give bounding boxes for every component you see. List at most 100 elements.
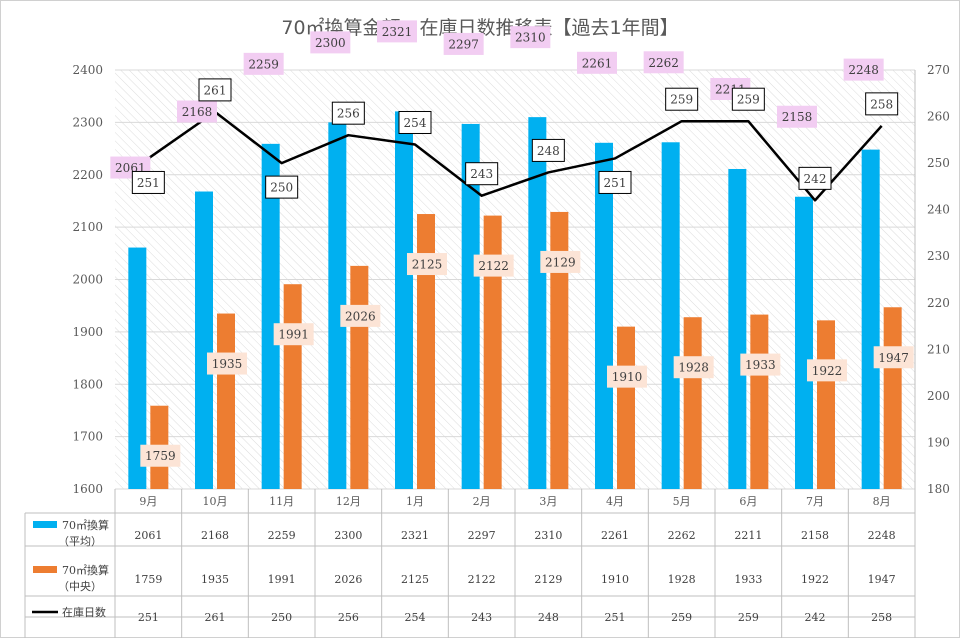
svg-text:256: 256 [337, 107, 360, 121]
table-avg-5: 2297 [468, 529, 496, 542]
y2-tick-label-250: 250 [927, 156, 950, 170]
table-days-2: 250 [271, 611, 292, 624]
bar-avg-5 [461, 123, 480, 489]
table-median-6: 2129 [534, 573, 562, 586]
data-label-days-11: 258 [865, 92, 899, 116]
bar-median-5 [483, 215, 502, 490]
svg-text:2300: 2300 [315, 36, 346, 50]
table-days-6: 248 [538, 611, 559, 624]
svg-text:1922: 1922 [812, 364, 843, 378]
svg-text:1933: 1933 [745, 358, 776, 372]
y-tick-label-2100: 2100 [72, 220, 103, 234]
table-median-4: 2125 [401, 573, 429, 586]
table-median-2: 1991 [268, 573, 296, 586]
svg-text:250: 250 [270, 181, 293, 195]
table-days-3: 256 [338, 611, 359, 624]
svg-text:254: 254 [404, 116, 427, 130]
svg-text:259: 259 [670, 93, 693, 107]
data-label-avg-11: 2248 [843, 58, 884, 81]
table-median-10: 1922 [801, 573, 829, 586]
bar-avg-9 [728, 168, 747, 489]
bar-median-11 [883, 307, 902, 489]
svg-text:2026: 2026 [345, 309, 376, 323]
data-label-days-4: 254 [398, 110, 432, 134]
y2-tick-label-220: 220 [927, 296, 950, 310]
y-tick-label-2000: 2000 [72, 273, 103, 287]
svg-text:1947: 1947 [878, 351, 909, 365]
data-label-avg-1: 2168 [177, 100, 217, 123]
legend-label-days: 在庫日数 [62, 605, 106, 619]
y2-tick-label-240: 240 [927, 203, 950, 217]
svg-text:2259: 2259 [248, 57, 279, 71]
data-label-avg-7: 2261 [577, 51, 617, 74]
table-avg-3: 2300 [334, 529, 362, 542]
data-label-avg-2: 2259 [243, 52, 284, 75]
y2-tick-label-230: 230 [927, 249, 950, 263]
x-tick-label-9: 6月 [739, 495, 757, 508]
data-label-avg-5: 2297 [443, 32, 484, 55]
bar-median-3 [350, 265, 369, 489]
x-tick-label-5: 2月 [473, 495, 491, 508]
svg-text:1910: 1910 [612, 370, 643, 384]
data-label-days-2: 250 [265, 175, 299, 199]
data-label-avg-4: 2321 [377, 20, 417, 43]
data-label-median-10: 1922 [807, 359, 847, 382]
data-label-avg-3: 2300 [310, 31, 351, 54]
line-stock-days [147, 110, 883, 202]
data-label-median-3: 2026 [340, 304, 381, 327]
data-label-avg-6: 2310 [510, 26, 551, 49]
svg-text:248: 248 [537, 144, 560, 158]
table-median-8: 1928 [668, 573, 696, 586]
x-tick-label-6: 3月 [539, 495, 557, 508]
y-tick-label-2300: 2300 [72, 115, 103, 129]
x-tick-label-1: 10月 [203, 495, 228, 508]
y2-tick-label-210: 210 [927, 342, 950, 356]
y-tick-label-2200: 2200 [72, 168, 103, 182]
table-avg-4: 2321 [401, 529, 429, 542]
legend-sub-avg: （平均） [58, 535, 102, 548]
x-tick-label-11: 8月 [873, 495, 891, 508]
table-days-11: 258 [871, 611, 892, 624]
table-days-5: 243 [471, 611, 492, 624]
data-label-median-7: 1910 [607, 365, 647, 388]
table-median-1: 1935 [201, 573, 229, 586]
data-label-days-7: 251 [598, 170, 632, 194]
data-label-days-0: 251 [131, 170, 165, 194]
table-median-0: 1759 [134, 573, 162, 586]
legend-label-avg: 70㎡換算 [62, 518, 109, 532]
table-avg-8: 2262 [668, 529, 696, 542]
y-tick-label-2400: 2400 [72, 63, 103, 77]
table-days-10: 242 [805, 611, 826, 624]
svg-text:2158: 2158 [782, 110, 813, 124]
y2-tick-label-180: 180 [927, 482, 950, 496]
data-label-days-9: 259 [731, 87, 765, 111]
data-label-days-8: 259 [665, 87, 699, 111]
x-tick-label-0: 9月 [139, 495, 157, 508]
data-label-median-5: 2122 [473, 254, 514, 277]
table-avg-0: 2061 [134, 529, 162, 542]
data-label-median-8: 1928 [673, 356, 714, 379]
bar-median-7 [617, 326, 635, 489]
table-days-8: 259 [671, 611, 692, 624]
table-median-5: 2122 [468, 573, 496, 586]
y-tick-label-1900: 1900 [72, 325, 103, 339]
data-label-days-5: 243 [465, 162, 499, 186]
svg-text:261: 261 [204, 83, 227, 97]
table-avg-9: 2211 [734, 529, 762, 542]
bar-avg-4 [395, 111, 413, 489]
svg-text:243: 243 [470, 167, 493, 181]
data-label-avg-8: 2262 [643, 51, 684, 74]
table-median-9: 1933 [734, 573, 762, 586]
y-tick-label-1600: 1600 [72, 482, 103, 496]
legend-swatch-avg [33, 521, 57, 528]
table-avg-2: 2259 [268, 529, 296, 542]
svg-text:1935: 1935 [212, 357, 243, 371]
svg-text:251: 251 [604, 176, 627, 190]
bar-avg-7 [595, 142, 613, 489]
bar-median-2 [283, 284, 302, 489]
svg-text:2248: 2248 [848, 63, 879, 77]
svg-text:2168: 2168 [182, 105, 213, 119]
bar-median-9 [750, 314, 769, 489]
